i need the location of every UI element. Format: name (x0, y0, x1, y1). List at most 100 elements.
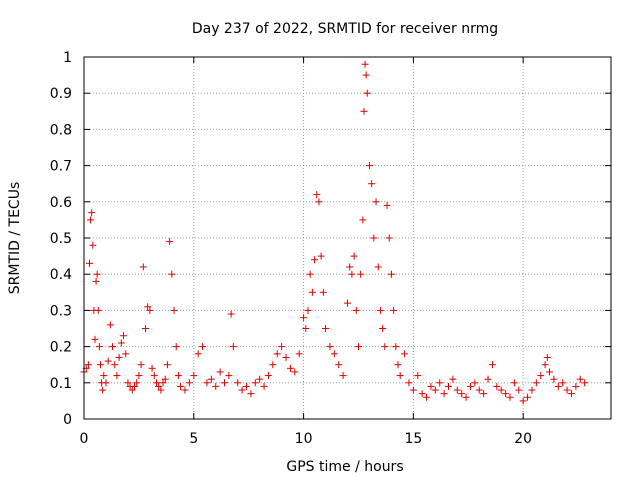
data-point (131, 382, 139, 390)
data-point (141, 325, 149, 332)
data-point (396, 372, 404, 380)
data-point (148, 364, 156, 372)
data-point (537, 372, 545, 380)
data-point (409, 386, 417, 394)
y-tick-label: 0.3 (50, 303, 72, 319)
data-point (172, 343, 180, 351)
x-tick-labels: 0 5 10 15 20 (80, 431, 533, 447)
data-point (563, 386, 571, 394)
y-tick-label: 0.1 (50, 376, 72, 392)
data-point (203, 379, 211, 387)
data-point (117, 339, 125, 347)
data-point (458, 390, 466, 398)
data-point (431, 386, 439, 394)
data-point (392, 343, 400, 351)
data-point (194, 350, 202, 358)
y-tick-label: 0 (63, 412, 72, 428)
data-point (190, 372, 198, 380)
data-point (273, 350, 281, 358)
data-point (488, 361, 496, 369)
data-point (326, 343, 334, 351)
data-point (567, 390, 575, 398)
data-point (381, 343, 389, 351)
data-point (385, 234, 393, 242)
data-point (493, 382, 501, 390)
data-point (146, 306, 154, 314)
data-point (484, 375, 492, 383)
y-tick-label: 0.5 (50, 231, 72, 247)
data-point (372, 198, 380, 206)
y-tick-label: 0.6 (50, 195, 72, 211)
data-point (221, 379, 229, 387)
data-point (207, 375, 215, 383)
data-point (414, 372, 422, 380)
axis-ticks (83, 56, 611, 420)
data-point (264, 372, 272, 380)
data-point (269, 361, 277, 369)
data-point (84, 361, 92, 369)
data-point (510, 379, 518, 387)
y-tick-label: 1 (63, 50, 72, 66)
data-point (113, 372, 121, 380)
data-point (87, 216, 95, 224)
data-point (168, 270, 176, 278)
data-point (357, 270, 365, 278)
chart-title: Day 237 of 2022, SRMTID for receiver nrm… (192, 21, 498, 37)
data-point (152, 379, 160, 387)
data-point (379, 325, 387, 332)
data-point (480, 390, 488, 398)
data-point (137, 361, 145, 369)
data-point (361, 60, 369, 68)
x-tick-label: 5 (189, 431, 198, 447)
data-point (440, 390, 448, 398)
data-point (311, 256, 319, 264)
data-point (238, 386, 246, 394)
data-point (550, 375, 558, 383)
data-point (319, 288, 327, 296)
data-point (139, 263, 147, 271)
data-point (85, 259, 93, 267)
data-point (88, 209, 96, 217)
data-point (89, 241, 97, 249)
data-point (161, 375, 169, 383)
data-point (390, 306, 398, 314)
data-point (291, 368, 299, 376)
data-point (475, 386, 483, 394)
data-point (122, 350, 130, 358)
data-point (363, 89, 371, 97)
data-point (100, 372, 108, 380)
data-point (109, 343, 117, 351)
data-point (302, 325, 310, 332)
x-tick-label: 15 (404, 431, 422, 447)
data-point (163, 361, 171, 369)
data-point (405, 379, 413, 387)
data-point (524, 393, 532, 401)
data-point (135, 372, 143, 380)
data-point (282, 353, 290, 361)
data-point (376, 306, 384, 314)
data-point (559, 379, 567, 387)
x-tick-label: 0 (80, 431, 89, 447)
data-point (359, 216, 367, 224)
data-point (306, 270, 314, 278)
data-point (96, 361, 104, 369)
data-point (532, 379, 540, 387)
data-point (554, 382, 562, 390)
data-point (339, 372, 347, 380)
data-point (502, 390, 510, 398)
y-tick-label: 0.4 (50, 267, 72, 283)
y-axis-label: SRMTID / TECUs (7, 182, 23, 295)
data-point (418, 390, 426, 398)
data-point (185, 379, 193, 387)
y-tick-label: 0.8 (50, 122, 72, 138)
data-point (91, 335, 99, 343)
data-point (423, 393, 431, 401)
data-point (313, 191, 321, 199)
data-point (177, 382, 185, 390)
data-point (124, 379, 132, 387)
data-point (445, 382, 453, 390)
data-point (348, 270, 356, 278)
data-point (546, 368, 554, 376)
data-point (251, 379, 259, 387)
y-tick-label: 0.7 (50, 159, 72, 175)
